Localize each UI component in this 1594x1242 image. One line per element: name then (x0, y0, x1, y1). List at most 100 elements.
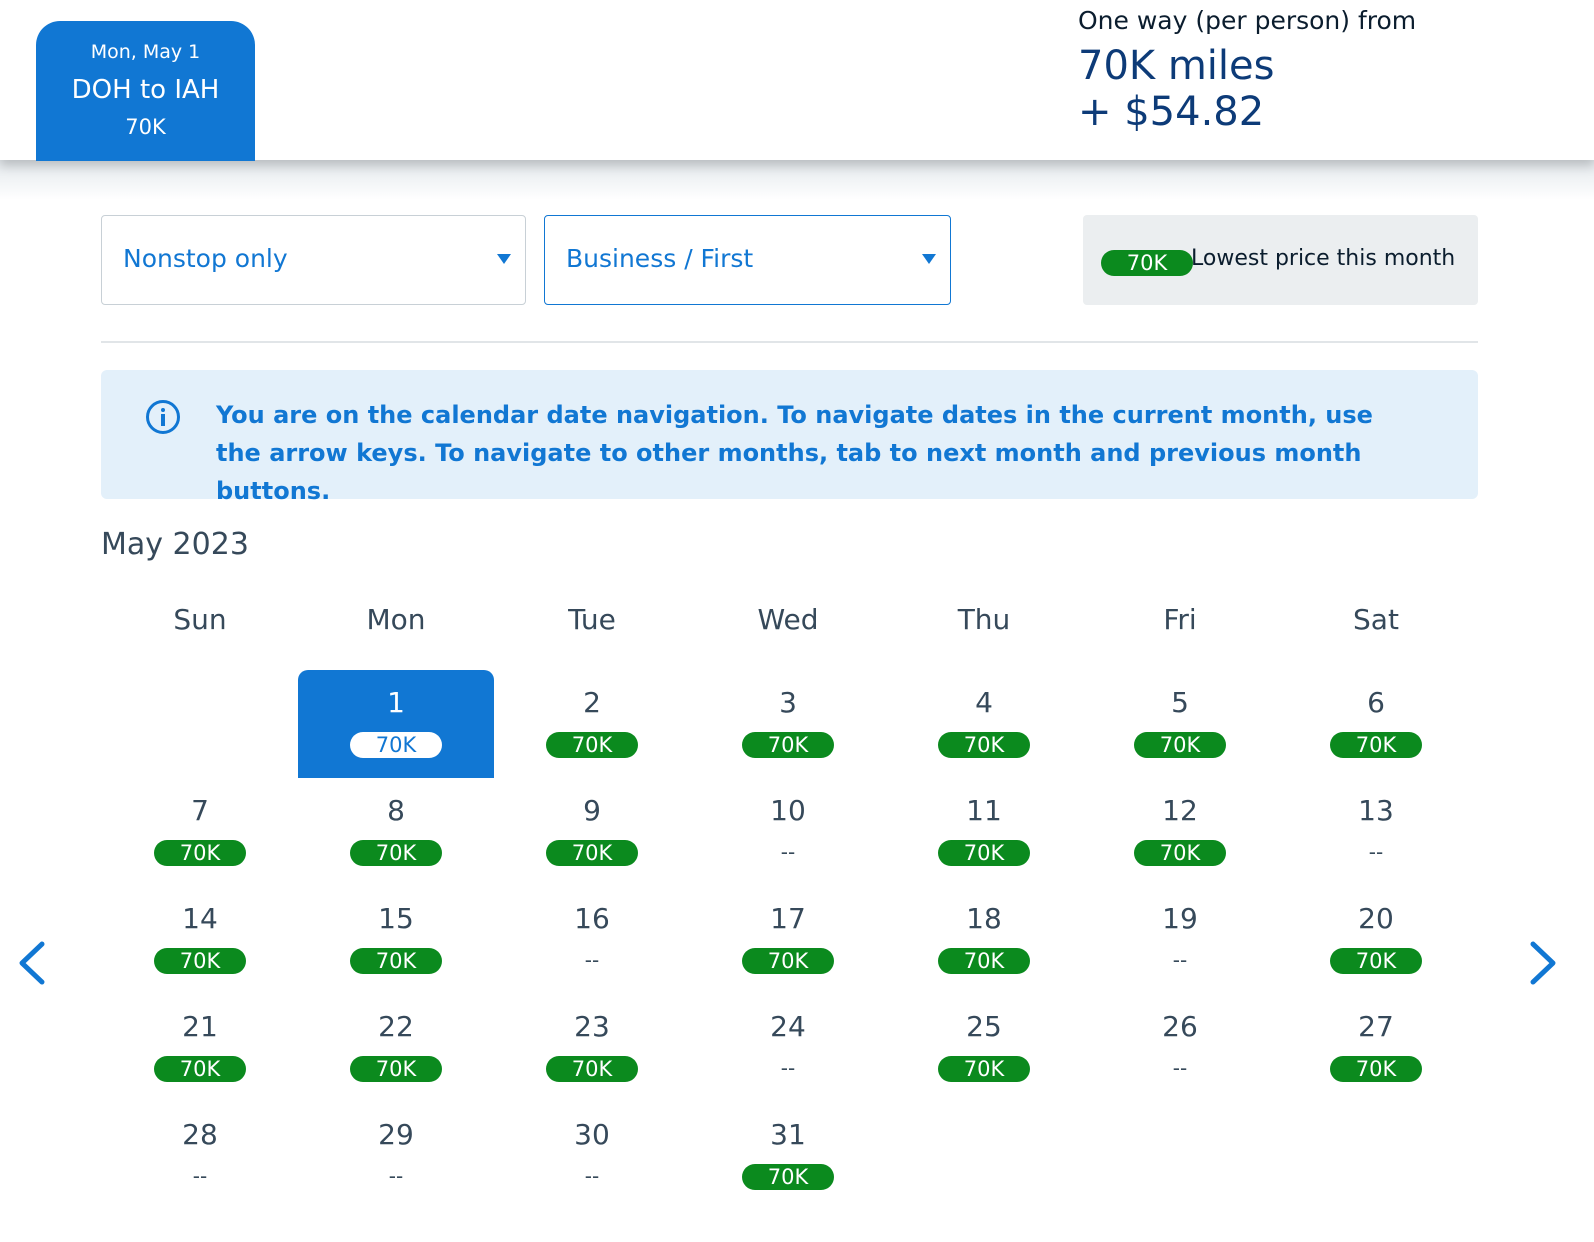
day-price: 70K (1330, 732, 1422, 758)
calendar-day-2[interactable]: 2 70K (494, 670, 690, 778)
calendar-day-14[interactable]: 14 70K (102, 886, 298, 994)
day-number: 26 (1162, 1010, 1198, 1043)
weekday-mon: Mon (366, 603, 426, 636)
day-number: 4 (975, 686, 993, 719)
day-number: 3 (779, 686, 797, 719)
stops-select-value: Nonstop only (123, 244, 288, 273)
day-number: 24 (770, 1010, 806, 1043)
lowest-price-legend: 70K Lowest price this month (1083, 215, 1478, 305)
fare-fee: + $54.82 (1078, 89, 1265, 135)
day-number: 7 (191, 794, 209, 827)
calendar-day-6[interactable]: 6 70K (1278, 670, 1474, 778)
day-price-pill: 70K (1330, 948, 1422, 974)
calendar-day-3[interactable]: 3 70K (690, 670, 886, 778)
day-price-pill: 70K (154, 948, 246, 974)
calendar-day-16[interactable]: 16 -- (494, 886, 690, 994)
stops-select[interactable]: Nonstop only (101, 215, 526, 305)
day-price: 70K (938, 732, 1030, 758)
day-price-pill: 70K (1330, 1056, 1422, 1082)
info-banner: You are on the calendar date navigation.… (101, 370, 1478, 505)
calendar-day-24[interactable]: 24 -- (690, 994, 886, 1102)
day-price: 70K (350, 1056, 442, 1082)
calendar-day-18[interactable]: 18 70K (886, 886, 1082, 994)
calendar-day-10[interactable]: 10 -- (690, 778, 886, 886)
calendar-day-30[interactable]: 30 -- (494, 1102, 690, 1210)
calendar-day-19[interactable]: 19 -- (1082, 886, 1278, 994)
day-price: 70K (938, 1056, 1030, 1082)
day-number: 19 (1162, 902, 1198, 935)
calendar-day-31[interactable]: 31 70K (690, 1102, 886, 1210)
day-number: 10 (770, 794, 806, 827)
calendar-day-4[interactable]: 4 70K (886, 670, 1082, 778)
day-price: 70K (742, 1164, 834, 1190)
day-price-pill: 70K (154, 840, 246, 866)
info-icon (146, 400, 180, 434)
day-price: 70K (1330, 1056, 1422, 1082)
calendar-day-9[interactable]: 9 70K (494, 778, 690, 886)
calendar-day-15[interactable]: 15 70K (298, 886, 494, 994)
day-number: 27 (1358, 1010, 1394, 1043)
day-number: 14 (182, 902, 218, 935)
calendar-day-1[interactable]: 1 70K (298, 670, 494, 778)
calendar-day-5[interactable]: 5 70K (1082, 670, 1278, 778)
day-number: 18 (966, 902, 1002, 935)
calendar-day-17[interactable]: 17 70K (690, 886, 886, 994)
day-price: 70K (938, 840, 1030, 866)
previous-month-button[interactable] (12, 938, 52, 988)
day-no-price: -- (780, 1056, 796, 1080)
day-number: 2 (583, 686, 601, 719)
day-price-pill: 70K (1134, 732, 1226, 758)
day-price: 70K (742, 948, 834, 974)
day-no-price: -- (584, 948, 600, 972)
day-price-pill: 70K (350, 1056, 442, 1082)
day-price-pill: 70K (154, 1056, 246, 1082)
fare-miles: 70K miles (1078, 43, 1275, 89)
day-number: 6 (1367, 686, 1385, 719)
day-number: 13 (1358, 794, 1394, 827)
calendar-day-21[interactable]: 21 70K (102, 994, 298, 1102)
day-number: 12 (1162, 794, 1198, 827)
day-price: 70K (154, 948, 246, 974)
banner-text: You are on the calendar date navigation.… (216, 401, 1373, 505)
day-price-pill: 70K (742, 732, 834, 758)
day-price: 70K (1330, 948, 1422, 974)
cabin-select[interactable]: Business / First (544, 215, 951, 305)
calendar-day-28[interactable]: 28 -- (102, 1102, 298, 1210)
day-price-pill: 70K (742, 1164, 834, 1190)
calendar-day-25[interactable]: 25 70K (886, 994, 1082, 1102)
tab-route: DOH to IAH (71, 75, 220, 105)
day-no-price: -- (1368, 840, 1384, 864)
day-no-price: -- (584, 1164, 600, 1188)
day-number: 8 (387, 794, 405, 827)
day-price: 70K (350, 840, 442, 866)
day-number: 25 (966, 1010, 1002, 1043)
day-price: 70K (546, 840, 638, 866)
caret-down-icon (497, 254, 511, 264)
calendar-day-23[interactable]: 23 70K (494, 994, 690, 1102)
calendar-day-11[interactable]: 11 70K (886, 778, 1082, 886)
day-price-pill: 70K (350, 732, 442, 758)
calendar-day-27[interactable]: 27 70K (1278, 994, 1474, 1102)
day-number: 1 (387, 686, 405, 719)
legend-text: Lowest price this month (1191, 246, 1456, 271)
day-number: 23 (574, 1010, 610, 1043)
tab-price: 70K (125, 115, 166, 139)
legend-price-pill: 70K (1101, 250, 1193, 276)
day-price: 70K (1134, 732, 1226, 758)
day-number: 28 (182, 1118, 218, 1151)
calendar-day-29[interactable]: 29 -- (298, 1102, 494, 1210)
selected-date-tab[interactable]: Mon, May 1 DOH to IAH 70K (36, 21, 255, 161)
header: Mon, May 1 DOH to IAH 70K One way (per p… (0, 0, 1594, 161)
day-number: 31 (770, 1118, 806, 1151)
calendar-day-26[interactable]: 26 -- (1082, 994, 1278, 1102)
calendar-day-22[interactable]: 22 70K (298, 994, 494, 1102)
calendar-day-8[interactable]: 8 70K (298, 778, 494, 886)
calendar-day-7[interactable]: 7 70K (102, 778, 298, 886)
day-no-price: -- (1172, 1056, 1188, 1080)
day-price-pill: 70K (546, 732, 638, 758)
day-price: 70K (350, 732, 442, 758)
calendar-day-13[interactable]: 13 -- (1278, 778, 1474, 886)
calendar-day-20[interactable]: 20 70K (1278, 886, 1474, 994)
next-month-button[interactable] (1523, 938, 1563, 988)
calendar-day-12[interactable]: 12 70K (1082, 778, 1278, 886)
